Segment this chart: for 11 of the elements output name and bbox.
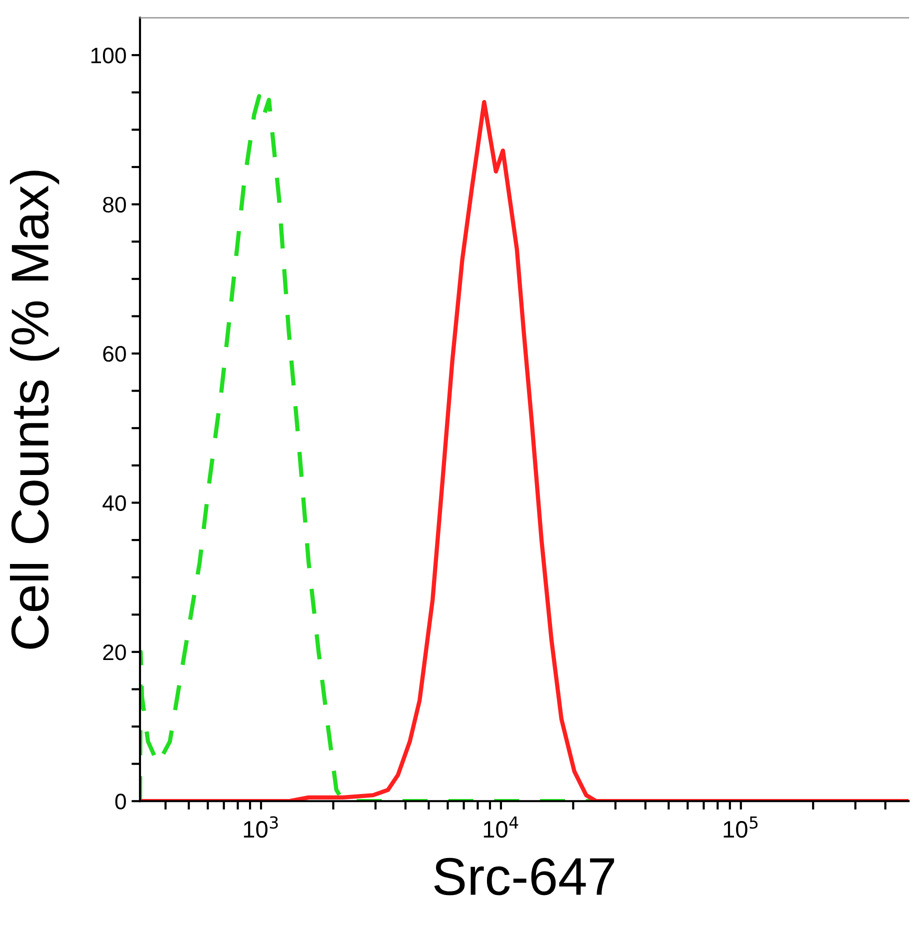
y-tick-label: 0 (115, 794, 126, 810)
x-tick-label: 10$^{5}$ (724, 816, 758, 838)
y-tick-label: 40 (102, 495, 126, 511)
x-axis-title: Src-647 (434, 858, 614, 896)
x-tick-label: 10$^{3}$ (244, 816, 278, 838)
y-tick-label: 100 (91, 48, 126, 64)
x-tick-label: 10$^{4}$ (484, 816, 518, 838)
y-tick-label: 60 (103, 346, 126, 362)
y-tick-label: 80 (103, 196, 126, 213)
y-tick-label: 20 (103, 644, 126, 660)
y-axis-title: Cell Counts (% Max) (10, 170, 60, 649)
